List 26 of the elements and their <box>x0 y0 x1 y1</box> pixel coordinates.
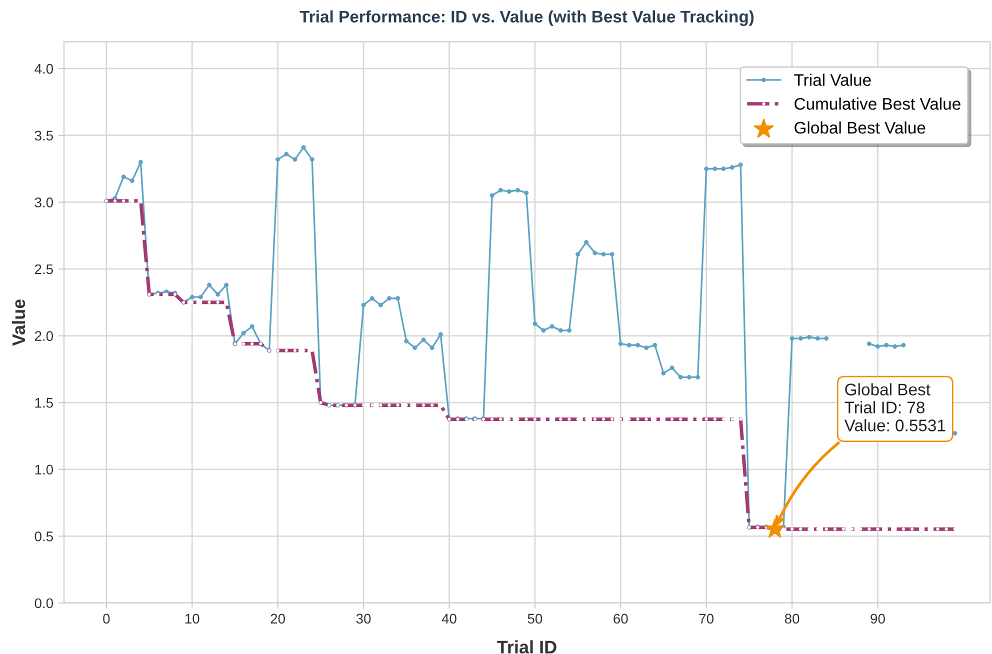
y-axis-title: Value <box>12 299 26 346</box>
legend-label: Cumulative Best Value <box>794 98 960 110</box>
x-tick-label: 80 <box>784 614 800 624</box>
y-tick-label: 2.0 <box>34 331 54 341</box>
x-tick-label: 70 <box>699 614 714 624</box>
chart-title: Trial Performance: ID vs. Value (with Best Value Tracking) <box>300 10 754 26</box>
x-tick-label: 90 <box>870 614 885 624</box>
y-tick-label: 3.5 <box>34 130 53 141</box>
y-tick-label: 1.0 <box>35 464 54 475</box>
x-tick-label: 50 <box>528 614 542 624</box>
y-tick-label: 3.0 <box>34 198 54 208</box>
x-tick-label: 10 <box>185 614 200 624</box>
legend-label: Global Best Value <box>794 121 926 134</box>
x-axis-title: Trial ID <box>497 640 556 654</box>
x-tick-label: 40 <box>442 614 456 624</box>
x-tick-label: 30 <box>356 614 371 624</box>
y-tick-label: 1.5 <box>35 398 53 408</box>
x-tick-label: 60 <box>614 614 628 624</box>
legend-label: Trial Value <box>794 74 871 86</box>
x-tick-label: 0 <box>103 614 110 624</box>
y-tick-label: 2.5 <box>34 264 53 274</box>
x-tick-label: 20 <box>270 614 285 624</box>
y-tick-label: 0.0 <box>34 598 54 608</box>
annotation: Global Best Trial ID: 78 Value: 0.5531 <box>844 383 946 432</box>
y-tick-label: 0.5 <box>34 532 53 542</box>
y-tick-label: 4.0 <box>34 64 54 74</box>
